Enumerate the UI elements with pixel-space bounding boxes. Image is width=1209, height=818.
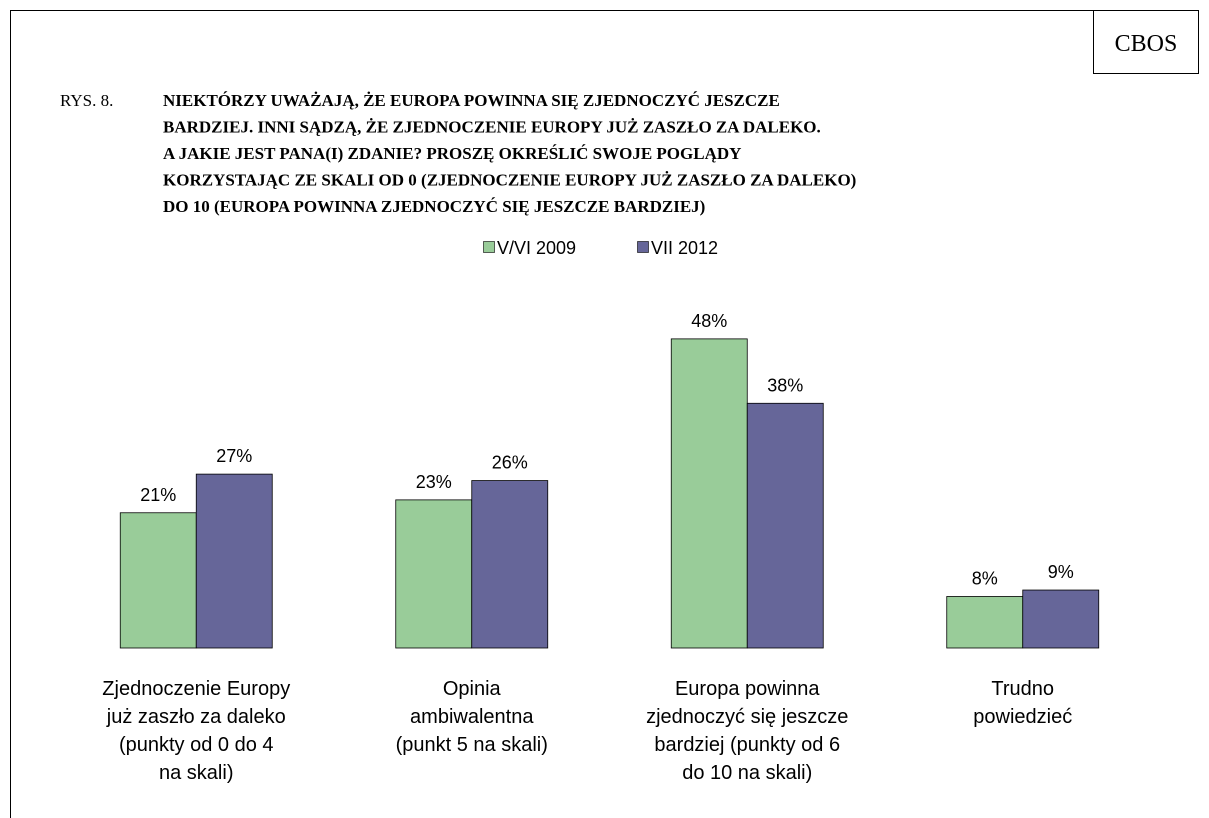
- data-label: 48%: [691, 311, 727, 331]
- data-label: 38%: [767, 375, 803, 395]
- bar: [1022, 589, 1100, 649]
- source: CBOS: [1115, 31, 1178, 57]
- data-label: 8%: [972, 568, 998, 588]
- x-tick-label: Trudno powiedzieć: [973, 678, 1072, 728]
- bar: [395, 499, 473, 649]
- data-label: 9%: [1048, 562, 1074, 582]
- bar: [119, 512, 197, 649]
- legend-label: VII 2012: [651, 238, 718, 258]
- chart-title: NIEKTÓRZY UWAŻAJĄ, ŻE EUROPA POWINNA SIĘ…: [163, 91, 856, 216]
- figure-label: RYS. 8.: [60, 91, 113, 110]
- x-tick-label: Zjednoczenie Europy już zaszło za daleko(…: [102, 678, 290, 784]
- legend-label: V/VI 2009: [497, 238, 576, 258]
- bar: [471, 480, 549, 649]
- bar: [195, 473, 273, 649]
- legend-swatch: [637, 241, 649, 253]
- bar: [746, 402, 824, 649]
- x-tick-label: Opinia ambiwalentna (punkt 5 na skali): [396, 678, 548, 756]
- legend-swatch: [483, 241, 495, 253]
- data-label: 26%: [492, 453, 528, 473]
- bar: [946, 596, 1024, 649]
- data-label: 21%: [140, 485, 176, 505]
- bar: [670, 338, 748, 649]
- source-box: [1093, 10, 1199, 74]
- x-tick-label: Europa powinna zjednoczyć się jeszcze bard…: [646, 678, 848, 784]
- data-label: 23%: [416, 472, 452, 492]
- data-label: 27%: [216, 446, 252, 466]
